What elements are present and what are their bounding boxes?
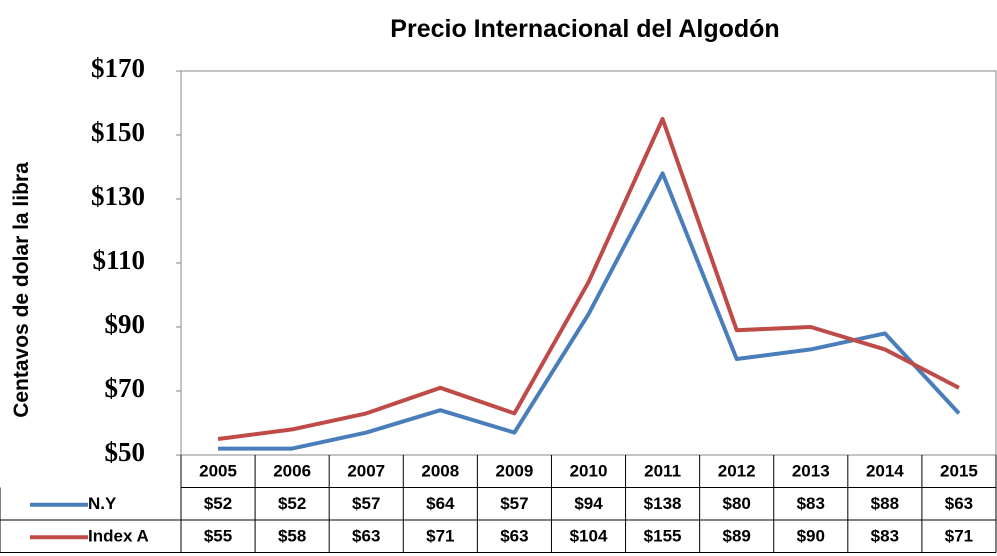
x-tick-label: 2009 — [495, 462, 533, 481]
data-label: $155 — [644, 527, 682, 546]
data-label: $90 — [797, 527, 825, 546]
data-label: $104 — [570, 527, 608, 546]
data-label: $63 — [352, 527, 380, 546]
y-tick-label: $170 — [91, 53, 145, 83]
chart-title: Precio Internacional del Algodón — [390, 15, 779, 43]
data-label: $63 — [945, 494, 973, 513]
data-label: $71 — [426, 527, 454, 546]
x-tick-label: 2014 — [866, 462, 904, 481]
data-label: $63 — [500, 527, 528, 546]
y-axis-title: Centavos de dolar la libra — [10, 162, 33, 418]
data-label: $80 — [722, 494, 750, 513]
x-tick-label: 2013 — [792, 462, 830, 481]
x-tick-label: 2006 — [273, 462, 311, 481]
data-label: $57 — [500, 494, 528, 513]
y-tick-label: $50 — [105, 437, 146, 467]
data-label: $58 — [278, 527, 306, 546]
data-label: $89 — [722, 527, 750, 546]
y-tick-label: $130 — [91, 181, 145, 211]
data-label: $71 — [945, 527, 973, 546]
x-tick-label: 2010 — [570, 462, 608, 481]
y-tick-label: $90 — [105, 309, 146, 339]
legend-label: N.Y — [88, 494, 117, 513]
data-label: $138 — [644, 494, 682, 513]
x-tick-label: 2005 — [199, 462, 237, 481]
y-tick-label: $110 — [92, 245, 145, 275]
x-tick-label: 2011 — [644, 462, 681, 481]
data-label: $94 — [574, 494, 603, 513]
y-tick-label: $150 — [91, 117, 145, 147]
data-label: $52 — [204, 494, 232, 513]
x-tick-label: 2007 — [347, 462, 385, 481]
data-label: $88 — [871, 494, 899, 513]
data-label: $57 — [352, 494, 380, 513]
x-tick-label: 2015 — [940, 462, 978, 481]
legend-label: Index A — [88, 527, 149, 546]
plot-area — [180, 70, 997, 456]
y-tick-label: $70 — [105, 373, 146, 403]
data-label: $52 — [278, 494, 306, 513]
data-label: $83 — [797, 494, 825, 513]
x-tick-label: 2012 — [718, 462, 756, 481]
data-label: $55 — [204, 527, 232, 546]
data-label: $64 — [426, 494, 455, 513]
x-tick-label: 2008 — [421, 462, 459, 481]
series-line — [217, 117, 960, 441]
series-line — [218, 171, 961, 451]
data-label: $83 — [871, 527, 899, 546]
